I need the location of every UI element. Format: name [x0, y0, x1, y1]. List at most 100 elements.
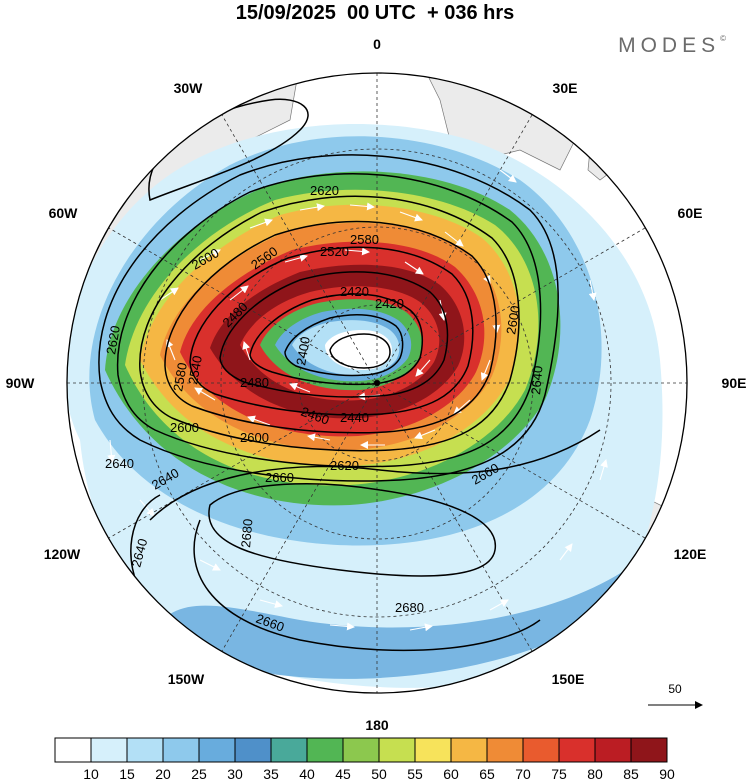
wind-vector	[229, 285, 249, 301]
colorbar-label: 20	[155, 766, 171, 782]
contour-label: 2480	[240, 375, 269, 390]
contour-label: 2680	[395, 600, 424, 615]
colorbar-label: 90	[659, 766, 675, 782]
wind-vector	[299, 203, 325, 212]
contour-label: 2520	[320, 244, 349, 259]
colorbar-swatch	[90, 737, 128, 763]
wind-vector	[284, 253, 308, 263]
contour-label: 2680	[238, 518, 255, 548]
contour-line	[284, 313, 404, 377]
longitude-label-150w: 150W	[168, 671, 205, 687]
contour-line	[164, 220, 497, 434]
wind-vector	[480, 359, 491, 381]
modes-logo: MODES©	[618, 34, 726, 57]
longitude-label-180: 180	[365, 717, 389, 733]
contour-label: 2640	[105, 456, 134, 471]
wind-vector	[404, 261, 424, 275]
colorbar-label: 55	[407, 766, 423, 782]
colorbar-label: 80	[587, 766, 603, 782]
contour-line	[139, 195, 520, 452]
contour-label: 2540	[185, 354, 205, 385]
longitude-label-120e: 120E	[674, 546, 707, 562]
longitude-label-0: 0	[373, 36, 381, 52]
colorbar-label: 30	[227, 766, 243, 782]
colorbar-label: 65	[479, 766, 495, 782]
map-boundary	[66, 72, 688, 694]
colorbar-label: 25	[191, 766, 207, 782]
longitude-label-90e: 90E	[722, 375, 747, 391]
contour-line	[329, 333, 391, 369]
wind-vector	[559, 543, 573, 561]
colorbar-label: 45	[335, 766, 351, 782]
wind-vector	[499, 169, 517, 183]
colorbar-label: 15	[119, 766, 135, 782]
reference-vector: 50	[648, 682, 703, 709]
wind-vector	[444, 231, 464, 247]
colorbar-label: 60	[443, 766, 459, 782]
contour-label: 2600	[503, 304, 523, 335]
longitude-label-30e: 30E	[553, 80, 578, 96]
wind-vector	[139, 499, 155, 517]
contour-label: 2580	[170, 361, 190, 392]
wind-vector	[414, 429, 436, 440]
contour-label: 2420	[340, 284, 369, 299]
contour-label: 2620	[330, 458, 359, 473]
colorbar-label: 75	[551, 766, 567, 782]
colorbar-label: 35	[263, 766, 279, 782]
contour-line	[219, 271, 449, 398]
wind-vector	[194, 387, 216, 401]
contour-line	[208, 483, 496, 577]
height-contours	[98, 98, 601, 652]
wind-vector	[199, 249, 221, 261]
wind-vector	[344, 247, 370, 256]
contour-line	[249, 293, 424, 386]
colorbar-label: 40	[299, 766, 315, 782]
contour-label: 2400	[293, 335, 313, 366]
colorbar-swatch	[342, 737, 380, 763]
colorbar-swatch	[234, 737, 272, 763]
wind-vector	[599, 459, 608, 481]
meridian	[108, 227, 646, 539]
longitude-label-150e: 150E	[552, 671, 585, 687]
longitude-label-90w: 90W	[6, 375, 36, 391]
wind-vector	[259, 599, 283, 609]
colorbar-swatch	[522, 737, 560, 763]
contour-line	[193, 519, 541, 652]
meridian	[221, 114, 533, 652]
wind-vector	[349, 202, 375, 211]
colorbar-swatch	[486, 737, 524, 763]
contour-label: 2660	[265, 470, 294, 485]
contour-label: 2600	[170, 420, 199, 435]
colorbar-swatch	[126, 737, 164, 763]
wind-vector	[247, 415, 271, 426]
wind-vector	[307, 433, 331, 442]
wind-vector	[588, 279, 597, 301]
longitude-label-60e: 60E	[678, 205, 703, 221]
contour-line	[98, 154, 559, 482]
contour-label: 2420	[375, 296, 404, 311]
colorbar-label: 85	[623, 766, 639, 782]
wind-vector	[415, 359, 431, 377]
colorbar-swatch	[270, 737, 308, 763]
longitude-label-120w: 120W	[44, 546, 81, 562]
contour-label: 2620	[310, 183, 339, 198]
colorbar-swatch	[198, 737, 236, 763]
reference-vector-label: 50	[668, 682, 682, 696]
contour-label: 2440	[340, 410, 369, 425]
colorbar-swatch	[594, 737, 632, 763]
contour-label: 2580	[350, 232, 379, 247]
longitude-label-60w: 60W	[49, 205, 79, 221]
graticule	[67, 73, 687, 693]
colorbar-swatch	[162, 737, 200, 763]
colorbar-label: 10	[83, 766, 99, 782]
contour-label: 2620	[103, 324, 123, 355]
contour-label: 2640	[528, 365, 545, 395]
colorbar-label: 50	[371, 766, 387, 782]
contour-line	[189, 246, 474, 416]
wind-vector	[453, 399, 471, 415]
wind-vector	[249, 218, 273, 229]
wind-vector	[409, 623, 433, 632]
meridian	[108, 227, 646, 539]
latitude-circle	[220, 226, 534, 540]
wind-vector	[329, 622, 355, 631]
